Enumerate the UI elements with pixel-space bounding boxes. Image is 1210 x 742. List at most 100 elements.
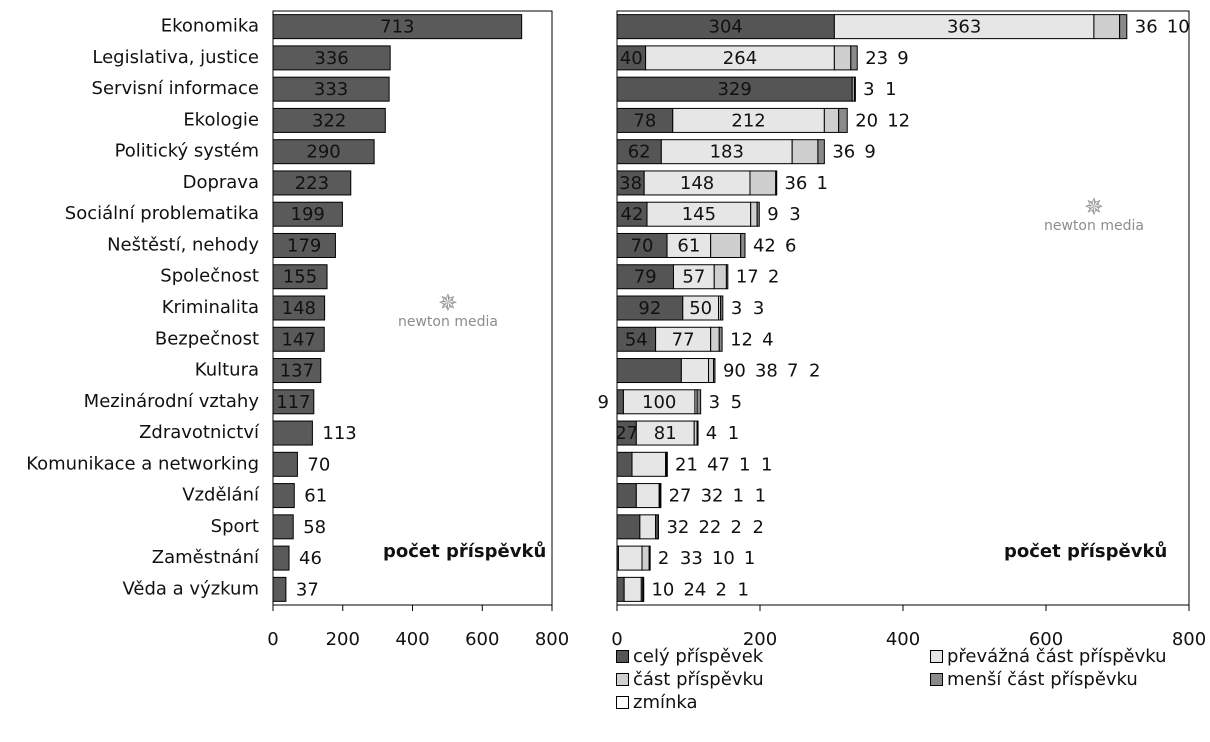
legend-swatch-minor [930,673,943,686]
bar [272,451,298,477]
data-label: 9 [598,392,609,413]
bar-segment-minor [696,420,699,446]
bar-segment-major [646,201,752,227]
bar-segment-part [750,201,758,227]
data-label: 21 [675,454,698,475]
bar [272,107,386,133]
data-label: 70 [307,454,330,475]
data-label: 81 [654,423,677,444]
bar-segment-minor [656,514,659,540]
bar-segment-major [666,232,712,258]
data-label: 304 [709,17,743,38]
data-label: 4 [706,423,717,444]
category-label: Kriminalita [162,297,259,318]
bar [272,45,391,71]
bar-segment-part [710,326,720,352]
data-label: 223 [295,173,329,194]
bar-segment-part [710,232,742,258]
bar [272,76,390,102]
legend-label-minor: menší část příspěvku [947,669,1138,690]
bar-segment-minor [775,170,778,196]
data-label: 23 [865,48,888,69]
category-label: Mezinárodní vztahy [84,391,260,412]
x-axis-label: počet příspěvků [383,540,546,562]
data-label: 77 [672,329,695,350]
bar [272,420,313,446]
bar-segment-major [631,451,667,477]
data-label: 329 [717,79,751,100]
x-tick-label: 400 [395,629,429,650]
data-label: 37 [296,579,319,600]
bar-segment-part [823,107,840,133]
bar-segment-part [641,545,650,571]
bar-segment-major [622,389,696,415]
data-label: 2 [752,517,763,538]
legend-label-major: převážná část příspěvku [947,646,1167,667]
legend-item-minor: menší část příspěvku [930,669,1138,690]
data-label: 17 [736,267,759,288]
bar-segment-full [616,107,674,133]
bar-segment-full [616,358,682,384]
bar-segment-minor [648,545,651,571]
bar [272,514,294,540]
bar-segment-part [791,139,819,165]
data-label: 6 [785,235,796,256]
category-label: Kultura [195,360,259,381]
bar [272,389,315,415]
data-label: 79 [634,267,657,288]
data-label: 1 [733,486,744,507]
legend-item-major: převážná část příspěvku [930,646,1167,667]
bar [272,576,287,602]
category-label: Servisní informace [92,78,259,99]
bar-segment-full [616,514,641,540]
data-label: 212 [731,110,765,131]
category-label: Společnost [160,266,259,287]
data-label: 27 [669,486,692,507]
data-label: 12 [887,110,910,131]
data-label: 42 [621,204,644,225]
legend-label-full: celý příspěvek [633,646,764,667]
bar-segment-minor [713,358,716,384]
data-label: 199 [291,204,325,225]
bar-segment-part [1093,14,1121,40]
x-tick-label: 600 [1029,629,1063,650]
bar-segment-full [616,264,674,290]
data-label: 137 [280,361,314,382]
data-label: 148 [680,173,714,194]
bar-segment-full [616,389,624,415]
data-label: 10 [1167,17,1190,38]
data-label: 61 [677,235,700,256]
bar-segment-minor [720,295,724,321]
bar [272,545,290,571]
category-label: Sport [211,516,259,537]
bar-segment-part [708,358,715,384]
x-tick-label: 0 [611,629,622,650]
data-label: 10 [712,548,735,569]
bar-segment-major [672,107,825,133]
bar-segment-part [749,170,777,196]
legend-label-part: část příspěvku [633,669,764,690]
category-label: Zdravotnictví [139,422,260,443]
data-label: 62 [628,142,651,163]
data-label: 78 [633,110,656,131]
data-label: 61 [304,486,327,507]
bar-segment-full [616,483,637,509]
watermark-text-left: newton media [398,314,498,330]
category-label: Legislativa, justice [92,47,259,68]
bar [272,483,295,509]
bar [272,14,523,40]
bar-segment-full [616,232,668,258]
bar-segment-major [645,45,835,71]
x-axis-label: počet příspěvků [1004,540,1167,562]
data-label: 20 [855,110,878,131]
data-label: 2 [715,579,726,600]
category-label: Sociální problematika [65,203,259,224]
bar-segment-minor [756,201,760,227]
bar-segment-part [833,45,852,71]
data-label: 92 [638,298,661,319]
legend-swatch-major [930,650,943,663]
data-label: 2 [809,361,820,382]
data-label: 38 [755,361,778,382]
bar-segment-minor [696,389,702,415]
